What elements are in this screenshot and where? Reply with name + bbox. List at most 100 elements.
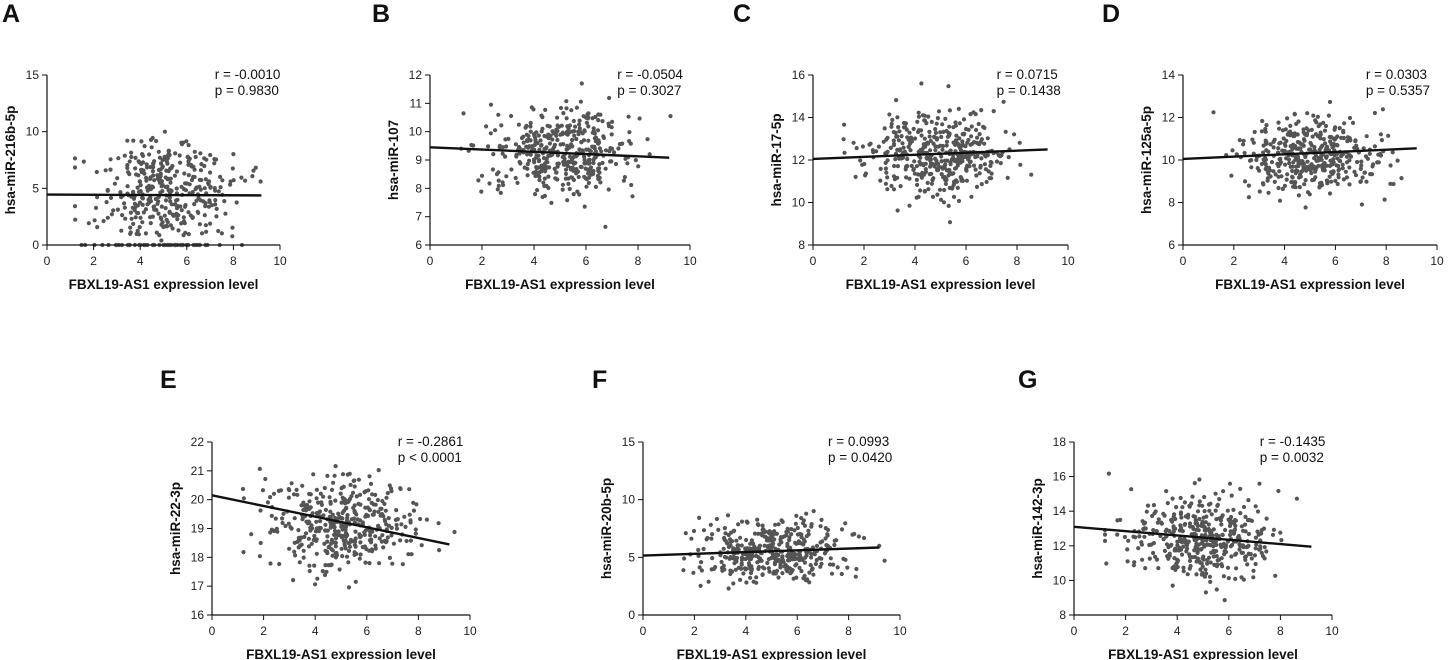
data-point [208, 152, 213, 158]
data-point [947, 220, 953, 225]
data-point [924, 156, 929, 161]
data-point [1217, 497, 1222, 502]
data-point [203, 223, 208, 228]
data-point [452, 529, 457, 535]
p-value: p = 0.9830 [215, 83, 279, 98]
data-point [513, 142, 518, 147]
data-point [306, 536, 311, 541]
data-point [1206, 522, 1211, 527]
data-point [160, 220, 165, 225]
correlation-r: r = -0.0010 [215, 67, 281, 82]
data-point [419, 543, 424, 548]
data-point [622, 175, 627, 180]
data-point [147, 152, 152, 157]
data-point [918, 147, 923, 153]
data-point [593, 114, 598, 120]
data-point [394, 526, 400, 531]
data-point [1012, 132, 1017, 137]
data-point [942, 187, 947, 193]
y-tick-label: 11 [410, 96, 423, 110]
data-point [966, 137, 971, 143]
data-point [1246, 195, 1251, 200]
data-point [1181, 569, 1186, 574]
data-point [1284, 177, 1289, 182]
data-point [490, 167, 495, 172]
data-point [1399, 176, 1404, 181]
data-point [321, 513, 326, 518]
data-point [947, 108, 952, 113]
data-point [533, 135, 538, 140]
data-point [536, 159, 542, 164]
data-point [1252, 129, 1257, 135]
data-point [325, 539, 330, 544]
data-point [560, 130, 565, 135]
data-point [888, 145, 893, 150]
data-point [140, 160, 146, 165]
data-point [257, 466, 262, 471]
data-point [576, 174, 581, 180]
x-tick-label: 4 [1174, 624, 1181, 638]
p-value: p < 0.0001 [398, 450, 462, 465]
data-point [1240, 550, 1245, 555]
data-point [955, 141, 960, 146]
data-point [258, 508, 263, 513]
x-axis-label: FBXL19-AS1 expression level [246, 647, 436, 660]
data-point [543, 107, 548, 112]
data-point [876, 144, 881, 149]
data-point [131, 221, 136, 226]
data-point [1262, 160, 1267, 165]
data-point [813, 561, 818, 567]
data-point [691, 528, 697, 534]
data-point [741, 571, 746, 576]
data-point [944, 143, 949, 148]
panel-label-a: A [2, 0, 21, 28]
data-point [908, 148, 913, 153]
data-point [744, 580, 749, 585]
data-point [318, 491, 323, 496]
y-tick-label: 10 [1053, 573, 1067, 587]
data-point [765, 536, 770, 541]
data-point [385, 535, 390, 540]
data-point [228, 182, 233, 187]
y-tick-label: 12 [1053, 539, 1067, 553]
data-point [975, 135, 980, 140]
data-point [1204, 571, 1209, 576]
data-point [1303, 154, 1308, 160]
y-tick-label: 16 [792, 68, 806, 82]
data-point [586, 138, 591, 143]
data-point [366, 497, 372, 502]
data-point [86, 221, 91, 226]
data-point [1029, 172, 1034, 177]
data-point [582, 174, 587, 179]
data-point [647, 152, 652, 157]
data-point [780, 571, 785, 576]
data-point [598, 180, 603, 185]
data-point [955, 185, 960, 190]
data-point [1197, 499, 1202, 504]
data-point [697, 565, 702, 570]
data-point [212, 186, 217, 191]
data-point [913, 136, 918, 141]
data-point [337, 567, 342, 572]
data-point [1319, 145, 1324, 150]
data-point [1361, 146, 1366, 151]
scatter-points [459, 81, 673, 229]
data-point [889, 121, 894, 126]
data-point [596, 112, 601, 117]
data-point [168, 176, 173, 181]
data-point [286, 521, 291, 526]
data-point [891, 174, 897, 179]
data-point [1344, 160, 1350, 165]
x-tick-label: 6 [963, 254, 970, 268]
data-point [339, 516, 344, 521]
data-point [596, 140, 601, 145]
data-point [330, 553, 335, 558]
data-point [373, 534, 378, 539]
data-point [951, 125, 956, 130]
data-point [1192, 481, 1197, 486]
data-point [93, 205, 99, 210]
data-point [376, 509, 381, 514]
data-point [552, 166, 557, 171]
data-point [149, 145, 154, 150]
data-point [723, 531, 728, 536]
